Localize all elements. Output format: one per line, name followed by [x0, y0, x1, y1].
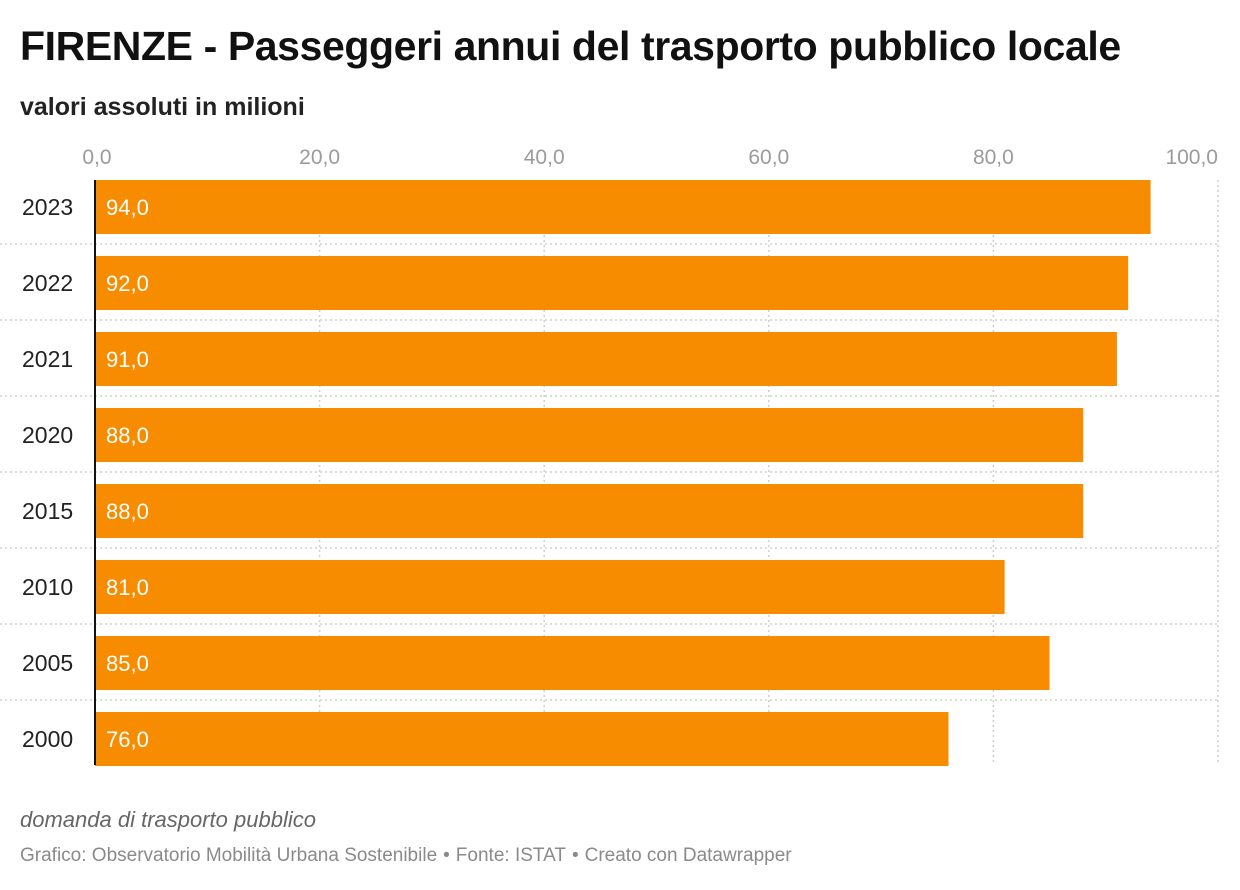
- bar-value-label: 88,0: [106, 423, 149, 448]
- category-label: 2020: [22, 422, 73, 448]
- x-tick-label: 20,0: [299, 146, 340, 169]
- bar-value-label: 91,0: [106, 347, 149, 372]
- category-label: 2021: [22, 346, 73, 372]
- grid-lines: [0, 180, 1219, 765]
- bar: [95, 408, 1084, 462]
- bar-value-label: 88,0: [106, 499, 149, 524]
- bar-value-label: 94,0: [106, 195, 149, 220]
- bar: [95, 332, 1117, 386]
- x-tick-label: 80,0: [973, 146, 1014, 169]
- category-label: 2015: [22, 498, 73, 524]
- credit-source: Fonte: ISTAT: [455, 845, 566, 866]
- bar-value-label: 92,0: [106, 271, 149, 296]
- bar-value-label: 85,0: [106, 651, 149, 676]
- credit-chart: Grafico: Observatorio Mobilità Urbana So…: [20, 845, 438, 866]
- x-tick-label: 60,0: [748, 146, 789, 169]
- chart-credits: Grafico: Observatorio Mobilità Urbana So…: [20, 843, 792, 869]
- bars: 94,0 92,0 91,0 88,0 88,0 81,0 85,0 76,0: [95, 180, 1151, 766]
- chart-title: FIRENZE - Passeggeri annui del trasporto…: [20, 23, 1121, 69]
- chart-subtitle: valori assoluti in milioni: [20, 93, 305, 121]
- bar: [95, 560, 1005, 614]
- bar-value-label: 76,0: [106, 727, 149, 752]
- credit-separator: •: [571, 845, 579, 866]
- credit-separator: •: [443, 845, 450, 866]
- bar: [95, 256, 1129, 310]
- x-tick-label: 40,0: [524, 146, 565, 169]
- category-label: 2000: [22, 726, 73, 752]
- bar: [95, 636, 1050, 690]
- category-label: 2010: [22, 574, 73, 600]
- bar: [95, 484, 1084, 538]
- category-label: 2005: [22, 650, 73, 676]
- x-tick-label: 0,0: [82, 146, 111, 169]
- credit-tool: Creato con Datawrapper: [584, 845, 792, 866]
- chart-note: domanda di trasporto pubblico: [20, 807, 316, 832]
- x-tick-label: 100,0: [1165, 146, 1218, 169]
- category-label: 2022: [22, 270, 73, 296]
- bar: [95, 712, 949, 766]
- category-label: 2023: [22, 194, 73, 220]
- y-axis-categories: 2023 2022 2021 2020 2015 2010 2005 2000: [22, 194, 73, 752]
- bar-value-label: 81,0: [106, 575, 149, 600]
- x-axis-ticks: 0,0 20,0 40,0 60,0 80,0 100,0: [82, 146, 1218, 169]
- bar: [95, 180, 1151, 234]
